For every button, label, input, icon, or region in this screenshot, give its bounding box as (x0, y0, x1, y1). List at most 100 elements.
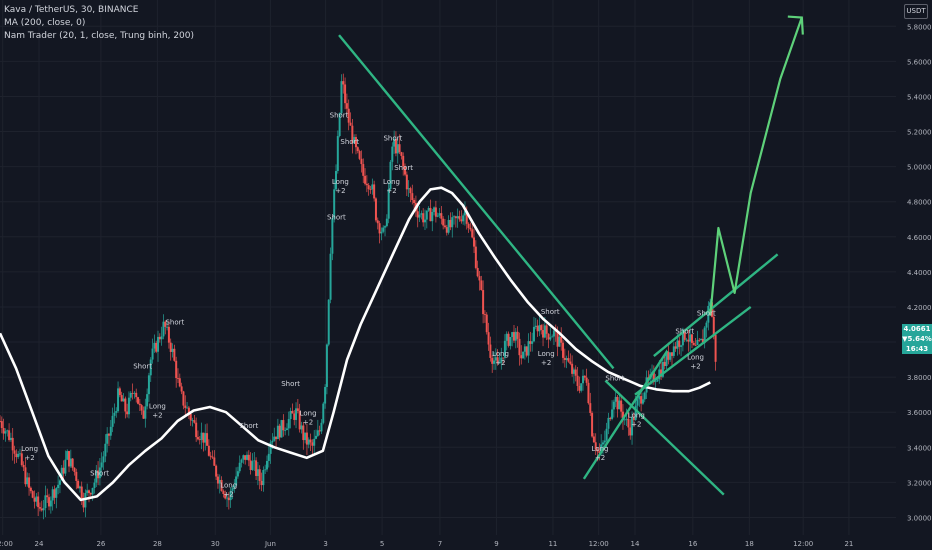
candle-body (594, 442, 597, 450)
candle-body (202, 432, 205, 443)
candle-body (282, 420, 285, 431)
trendline (582, 350, 669, 480)
candle-body (362, 164, 365, 176)
candle-body (100, 462, 103, 468)
legend-indicator[interactable]: Nam Trader (20, 1, close, Trung binh, 20… (4, 31, 195, 41)
signal-label: Short (340, 138, 359, 146)
candle-body (413, 200, 416, 204)
candle-body (625, 418, 628, 420)
signal-label: +2 (541, 359, 551, 367)
candle-body (409, 188, 412, 194)
legend-symbol[interactable]: Kava / TetherUS, 30, BINANCE (4, 5, 139, 15)
candle-body (369, 189, 372, 190)
candle-body (335, 171, 337, 190)
candle-body (87, 490, 90, 494)
candle-body (502, 357, 505, 359)
signal-label: +2 (152, 412, 162, 420)
signal-label: +2 (224, 491, 234, 499)
candle-body (28, 477, 31, 488)
candle-body (661, 361, 664, 377)
candle-body (113, 412, 116, 416)
candle-body (387, 188, 390, 219)
candle-body (296, 408, 299, 411)
candle-body (236, 471, 239, 477)
candle-body (447, 219, 450, 233)
candle-body (345, 103, 348, 109)
candle-body (60, 467, 63, 481)
currency-badge[interactable]: USDT (904, 4, 928, 19)
candle-body (652, 372, 655, 383)
candle-body (365, 183, 368, 186)
candle-body (543, 325, 546, 338)
signal-label: Short (281, 380, 300, 388)
candle-body (680, 345, 683, 347)
price-axis[interactable]: 3.00003.20003.40003.60003.80004.00004.20… (896, 0, 932, 550)
candle-body (135, 392, 138, 398)
candle-body (169, 342, 172, 352)
candle-body (115, 411, 118, 413)
candle-body (184, 405, 187, 408)
candle-body (62, 467, 65, 474)
trendline (653, 253, 779, 358)
candle-body (438, 213, 441, 216)
candle-body (629, 427, 632, 436)
candle-body (104, 443, 107, 457)
candle-body (260, 480, 263, 486)
candle-body (654, 381, 657, 383)
candle-body (445, 227, 448, 233)
candle-body (374, 198, 377, 221)
candle-body (621, 411, 624, 421)
candle-body (491, 357, 494, 364)
candle-body (344, 84, 347, 104)
candle-body (609, 417, 612, 419)
candle-body (37, 496, 40, 508)
signal-label: Long (538, 350, 555, 358)
candle-body (4, 431, 7, 434)
candle-body (233, 485, 236, 489)
signal-label: +2 (690, 363, 700, 371)
candle-body (235, 476, 238, 486)
time-tick-label: 30 (211, 540, 220, 548)
signal-label: Short (327, 213, 346, 221)
candle-body (325, 344, 328, 387)
candle-body (44, 495, 47, 509)
candle-body (117, 388, 120, 412)
price-tick-label: 4.4000 (907, 269, 932, 277)
candle-body (545, 325, 548, 334)
candle-body (538, 325, 541, 332)
price-tick-label: 3.2000 (907, 479, 932, 487)
candle-body (140, 405, 143, 411)
candle-body (480, 280, 483, 291)
candle-body (242, 455, 245, 460)
candle-body (227, 497, 230, 501)
legend-ma[interactable]: MA (200, close, 0) (4, 18, 86, 28)
candle-body (380, 231, 383, 234)
candle-body (195, 422, 198, 438)
candle-body (327, 299, 330, 345)
candle-body (267, 453, 270, 461)
price-tick-label: 5.6000 (907, 58, 932, 66)
signal-label: Long (220, 482, 237, 490)
signal-label: Long (687, 354, 704, 362)
candle-body (147, 375, 150, 395)
candle-body (511, 332, 514, 337)
price-axis-background (896, 0, 932, 550)
candle-body (656, 379, 659, 382)
grid-lines (0, 0, 896, 535)
time-tick-label: 12:00 (793, 540, 813, 548)
candle-body (307, 439, 310, 445)
candle-body (315, 435, 318, 439)
time-axis[interactable]: 12:00 24 26 28 30 Jun 3 5 7 9 11 12:00 14 16 18 12:00 21 (0, 535, 932, 550)
ma-200-line (0, 186, 711, 502)
candle-body (552, 330, 555, 337)
candle-body (707, 305, 710, 323)
candle-body (396, 144, 399, 154)
candle-body (523, 346, 526, 352)
time-tick-label: Jun (264, 540, 276, 548)
candle-body (251, 461, 254, 470)
candle-body (618, 400, 621, 410)
candle-body (24, 467, 27, 485)
candle-body (701, 338, 704, 344)
trendline-drawings[interactable] (338, 15, 804, 496)
